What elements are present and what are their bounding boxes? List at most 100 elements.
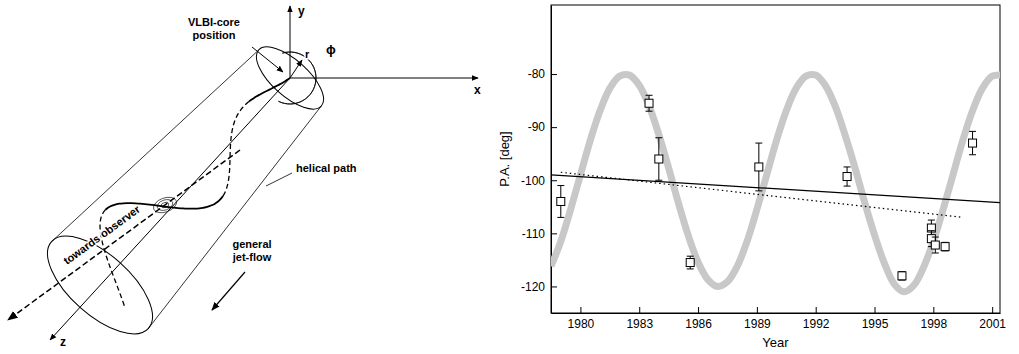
x-tick: 1995 <box>862 307 889 331</box>
error-bar-cap <box>655 137 662 138</box>
data-point <box>931 241 939 249</box>
data-point <box>843 173 851 181</box>
component-contour <box>160 201 169 208</box>
trend-line <box>561 172 963 217</box>
component-contour <box>156 198 174 213</box>
jet-flow-arrow <box>212 272 245 310</box>
error-bar-cap <box>557 185 564 186</box>
observer-label: towards observer <box>61 202 143 266</box>
error-bar <box>898 272 905 280</box>
error-bar-cap <box>646 95 653 96</box>
helical-path-curve <box>249 78 290 101</box>
data-point <box>755 163 763 171</box>
x-tick-label: 1989 <box>744 317 771 331</box>
helical-path-curve <box>223 101 249 195</box>
y-axis-title: P.A. [deg] <box>497 131 512 186</box>
x-tick: 1983 <box>626 307 653 331</box>
y-axis-line <box>551 6 552 314</box>
error-bar-cap <box>969 131 976 132</box>
data-point <box>557 197 565 205</box>
error-bar-cap <box>928 220 935 221</box>
data-point <box>927 224 935 232</box>
x-tick-label: 1980 <box>568 317 595 331</box>
error-bar-cap <box>557 217 564 218</box>
x-tick-mark <box>639 307 640 313</box>
x-tick-mark <box>933 307 934 313</box>
y-tick: -80 <box>528 67 557 81</box>
x-tick-label: 1983 <box>626 317 653 331</box>
y-tick-label: -110 <box>522 227 545 241</box>
y-axis-arrow <box>290 6 291 78</box>
jet-diagram: yxzVLBI-corepositionrϕhelical pathtoward… <box>8 4 481 351</box>
error-bar <box>942 242 949 250</box>
y-tick-label: -100 <box>521 174 545 188</box>
x-axis-arrow <box>290 78 478 79</box>
error-bar <box>969 131 976 154</box>
x-tick-label: 1995 <box>862 317 889 331</box>
helix-pointer <box>266 173 292 186</box>
core-label: VLBI-coreposition <box>188 16 240 41</box>
y-tick: -110 <box>522 227 557 241</box>
x-tick: 1989 <box>744 307 771 331</box>
x-tick: 1992 <box>803 307 830 331</box>
x-tick-label: 1998 <box>920 317 947 331</box>
error-bar <box>844 167 851 186</box>
phi-arc <box>278 52 316 104</box>
y-tick-mark <box>551 127 557 128</box>
y-tick-label: -90 <box>528 120 546 134</box>
x-tick: 1980 <box>568 307 595 331</box>
data-point <box>898 272 906 280</box>
data-point <box>686 259 694 267</box>
error-bar-cap <box>928 230 935 231</box>
x-tick-label: 1992 <box>803 317 830 331</box>
error-bar-cap <box>646 111 653 112</box>
error-bar <box>687 256 694 269</box>
x-tick-label: 2001 <box>979 317 1006 331</box>
jet-flow-label: generaljet-flow <box>232 238 272 263</box>
x-axis-label: x <box>474 83 481 97</box>
y-tick-label: -80 <box>528 67 546 81</box>
error-bar-cap <box>844 186 851 187</box>
y-tick-mark <box>551 233 557 234</box>
error-bar-cap <box>932 252 939 253</box>
x-tick: 2001 <box>979 307 1006 331</box>
x-tick: 1998 <box>920 307 947 331</box>
y-tick-mark <box>551 180 557 181</box>
data-point <box>645 99 653 107</box>
error-bar-cap <box>932 237 939 238</box>
plot-marks <box>551 75 1000 292</box>
component-contour <box>151 194 178 215</box>
helix-label: helical path <box>296 162 357 174</box>
y-tick: -90 <box>528 120 557 134</box>
y-tick: -120 <box>521 280 557 294</box>
plot-frame <box>551 5 1000 313</box>
error-bar-cap <box>844 166 851 167</box>
y-tick-mark <box>551 74 557 75</box>
error-bar-cap <box>687 268 694 269</box>
x-tick-mark <box>698 307 699 313</box>
y-axis-label: y <box>298 4 305 18</box>
z-axis-label: z <box>60 335 66 349</box>
error-bar <box>755 143 762 191</box>
x-axis-line <box>552 313 1001 314</box>
data-point <box>655 155 663 163</box>
error-bar-cap <box>755 143 762 144</box>
error-bar <box>557 186 564 218</box>
core-pointer <box>252 47 283 72</box>
x-axis-title: Year <box>762 335 789 350</box>
x-axis: 19801983198619891992199519982001 <box>552 307 1007 331</box>
z-axis-arrow <box>50 78 290 340</box>
error-bar-cap <box>755 190 762 191</box>
cylinder-side <box>148 106 321 328</box>
x-tick-mark <box>580 307 581 313</box>
pa-chart: 19801983198619891992199519982001-120-110… <box>497 5 1006 350</box>
data-point <box>941 243 949 251</box>
observer-arrow <box>8 150 240 320</box>
x-tick-mark <box>992 307 993 313</box>
model-band <box>551 75 1000 292</box>
x-tick-mark <box>875 307 876 313</box>
data-point <box>969 139 977 147</box>
error-bar-cap <box>969 154 976 155</box>
error-bar-cap <box>655 180 662 181</box>
r-arrow <box>290 60 302 78</box>
